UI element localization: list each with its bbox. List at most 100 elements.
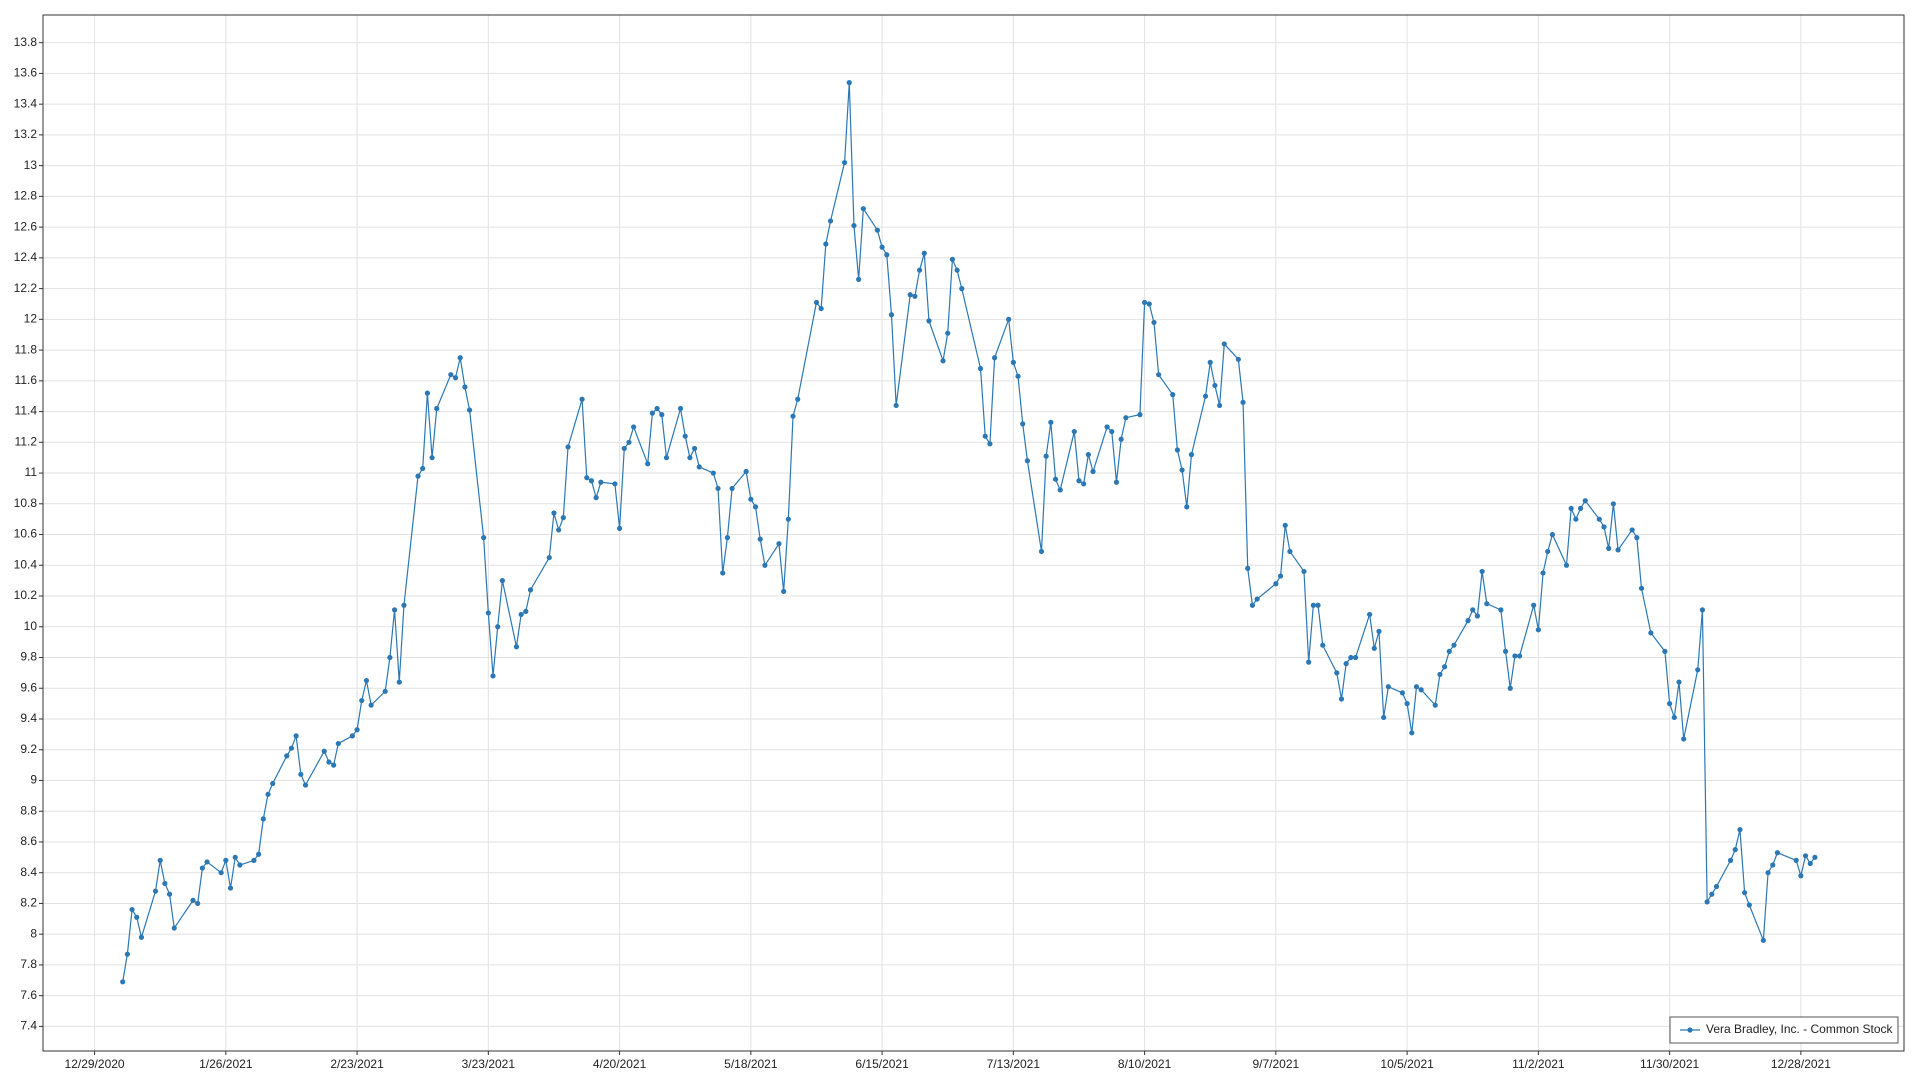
data-point — [134, 914, 140, 920]
data-point — [1568, 505, 1574, 512]
data-point — [227, 885, 234, 891]
data-point — [1676, 679, 1682, 685]
data-point — [270, 780, 276, 787]
x-tick-label: 5/18/2021 — [724, 1057, 778, 1071]
data-point — [1517, 653, 1523, 659]
data-point — [401, 602, 407, 608]
data-point — [1137, 412, 1143, 418]
data-point — [1085, 452, 1091, 458]
data-point — [1699, 607, 1706, 613]
data-point — [382, 688, 388, 694]
data-point — [1577, 505, 1584, 512]
data-point — [152, 888, 159, 894]
data-point — [1015, 373, 1021, 379]
data-point — [649, 410, 655, 416]
data-point — [1212, 382, 1218, 389]
data-point — [565, 444, 571, 450]
data-point — [626, 439, 632, 445]
data-point — [954, 267, 960, 273]
data-point — [1207, 359, 1213, 365]
x-tick-label: 10/5/2021 — [1380, 1057, 1434, 1071]
y-tick-label: 11 — [25, 465, 38, 479]
data-point — [1662, 648, 1668, 654]
data-point — [199, 865, 205, 871]
data-point — [1545, 548, 1551, 555]
data-point — [321, 748, 327, 754]
data-point — [893, 402, 899, 409]
y-tick-label: 11.8 — [15, 342, 38, 356]
y-tick-label: 12.8 — [14, 189, 38, 203]
data-point — [1109, 428, 1115, 435]
data-point — [284, 753, 290, 759]
data-point — [1465, 618, 1471, 624]
data-point — [1502, 648, 1509, 654]
y-tick-label: 9.4 — [20, 711, 37, 725]
data-point — [1249, 602, 1256, 608]
data-point — [1282, 522, 1288, 528]
data-point — [495, 624, 501, 630]
data-point — [420, 465, 426, 472]
data-point — [1713, 883, 1720, 890]
data-point — [579, 396, 585, 402]
data-point — [434, 405, 440, 412]
data-point — [945, 330, 951, 336]
data-point — [1671, 714, 1677, 721]
y-tick-label: 13.8 — [14, 35, 38, 49]
data-point — [912, 293, 918, 299]
data-point — [720, 570, 726, 576]
data-point — [1727, 857, 1734, 864]
y-tick-label: 12.2 — [14, 281, 38, 295]
data-point — [663, 455, 670, 461]
data-point — [1020, 421, 1026, 427]
data-point — [1071, 428, 1077, 435]
x-tick-label: 2/23/2021 — [330, 1057, 384, 1071]
data-point — [1052, 476, 1059, 482]
x-tick-label: 11/2/2021 — [1512, 1057, 1565, 1071]
data-point — [1470, 607, 1476, 613]
data-point — [785, 516, 791, 522]
x-tick-label: 6/15/2021 — [855, 1057, 909, 1071]
y-tick-label: 9 — [30, 773, 37, 787]
data-point — [551, 510, 557, 516]
data-point — [448, 372, 454, 378]
data-point — [982, 433, 988, 439]
y-tick-label: 8.2 — [20, 896, 37, 910]
data-point — [616, 525, 623, 531]
data-point — [1048, 419, 1054, 425]
data-point — [1667, 701, 1673, 707]
data-point — [1338, 696, 1345, 702]
data-point — [916, 267, 923, 273]
data-point — [556, 527, 562, 533]
data-point — [1610, 501, 1616, 507]
data-point — [1807, 860, 1813, 867]
data-point — [1024, 458, 1031, 464]
data-point — [331, 762, 337, 768]
data-point — [1573, 516, 1579, 522]
y-tick-label: 10.8 — [14, 496, 38, 510]
data-point — [335, 740, 341, 747]
data-point — [1179, 467, 1185, 473]
data-point — [1479, 568, 1485, 575]
y-tick-label: 12 — [24, 312, 38, 326]
data-point — [560, 515, 566, 521]
data-point — [1151, 319, 1157, 326]
data-point — [223, 857, 229, 864]
data-point — [1732, 847, 1738, 853]
data-point — [1146, 301, 1152, 307]
plot-frame — [42, 14, 1905, 1052]
data-point — [1760, 937, 1766, 943]
data-point — [888, 312, 895, 318]
y-tick-label: 9.2 — [20, 742, 37, 756]
data-point — [260, 816, 266, 822]
data-point — [1081, 481, 1087, 487]
data-point — [949, 256, 956, 262]
data-point — [1498, 607, 1504, 613]
data-point — [129, 906, 135, 913]
data-point — [991, 355, 998, 361]
data-point — [659, 412, 665, 418]
data-point — [1010, 359, 1016, 365]
y-tick-label: 7.6 — [20, 988, 37, 1002]
legend-label: Vera Bradley, Inc. - Common Stock — [1706, 1022, 1894, 1036]
data-point — [1076, 478, 1082, 484]
